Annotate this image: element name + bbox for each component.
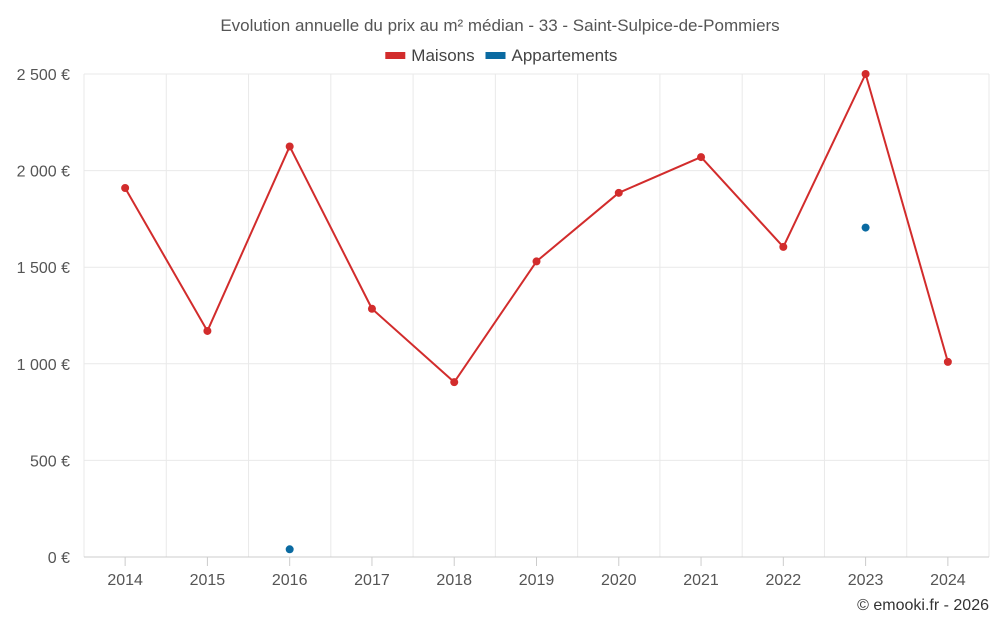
legend-label-appartements: Appartements xyxy=(512,46,618,65)
data-point-maisons[interactable] xyxy=(779,242,788,251)
data-point-maisons[interactable] xyxy=(367,304,376,313)
data-point-maisons[interactable] xyxy=(943,357,952,366)
credit-text: © emooki.fr - 2026 xyxy=(857,597,989,614)
y-tick-label: 1 000 € xyxy=(17,357,70,374)
series-appartements xyxy=(285,223,870,554)
y-tick-label: 2 500 € xyxy=(17,67,70,84)
legend-item-maisons[interactable]: Maisons xyxy=(385,46,475,65)
x-axis: 2014 2015 2016 2017 2018 2019 2020 2021 2022 2023… xyxy=(84,556,989,589)
x-tick-label: 2015 xyxy=(190,572,226,589)
x-tick-label: 2022 xyxy=(766,572,802,589)
y-gridlines xyxy=(84,73,989,461)
x-tick-label: 2014 xyxy=(107,572,143,589)
data-point-maisons[interactable] xyxy=(697,153,706,162)
data-point-maisons[interactable] xyxy=(285,142,294,151)
y-tick-label: 500 € xyxy=(30,453,70,470)
x-tick-label: 2020 xyxy=(601,572,637,589)
x-tick-label: 2018 xyxy=(436,572,472,589)
data-point-maisons[interactable] xyxy=(203,326,212,335)
x-tick-label: 2024 xyxy=(930,572,966,589)
x-tick-label: 2023 xyxy=(848,572,884,589)
y-tick-label: 2 000 € xyxy=(17,164,70,181)
y-tick-label: 1 500 € xyxy=(17,260,70,277)
chart-title: Evolution annuelle du prix au m² médian … xyxy=(220,16,779,35)
legend-swatch-appartements xyxy=(485,52,506,59)
y-axis: 0 € 500 € 1 000 € 1 500 € 2 000 € 2 500 € xyxy=(17,67,70,567)
data-point-maisons[interactable] xyxy=(532,257,541,266)
data-point-maisons[interactable] xyxy=(614,188,623,197)
data-point-appartements[interactable] xyxy=(861,223,870,232)
data-point-maisons[interactable] xyxy=(861,70,870,78)
legend: Maisons Appartements xyxy=(385,46,617,65)
x-tick-label: 2021 xyxy=(683,572,719,589)
data-point-maisons[interactable] xyxy=(450,378,459,387)
legend-label-maisons: Maisons xyxy=(411,46,474,65)
legend-item-appartements[interactable]: Appartements xyxy=(485,46,618,65)
y-tick-label: 0 € xyxy=(48,550,70,567)
x-tick-label: 2016 xyxy=(272,572,308,589)
data-point-maisons[interactable] xyxy=(121,183,130,192)
series-layer xyxy=(121,70,952,554)
data-point-appartements[interactable] xyxy=(285,545,294,554)
x-gridlines xyxy=(83,74,990,557)
x-tick-label: 2017 xyxy=(354,572,390,589)
series-maisons xyxy=(121,70,952,387)
legend-swatch-maisons xyxy=(385,52,406,59)
x-tick-label: 2019 xyxy=(519,572,555,589)
